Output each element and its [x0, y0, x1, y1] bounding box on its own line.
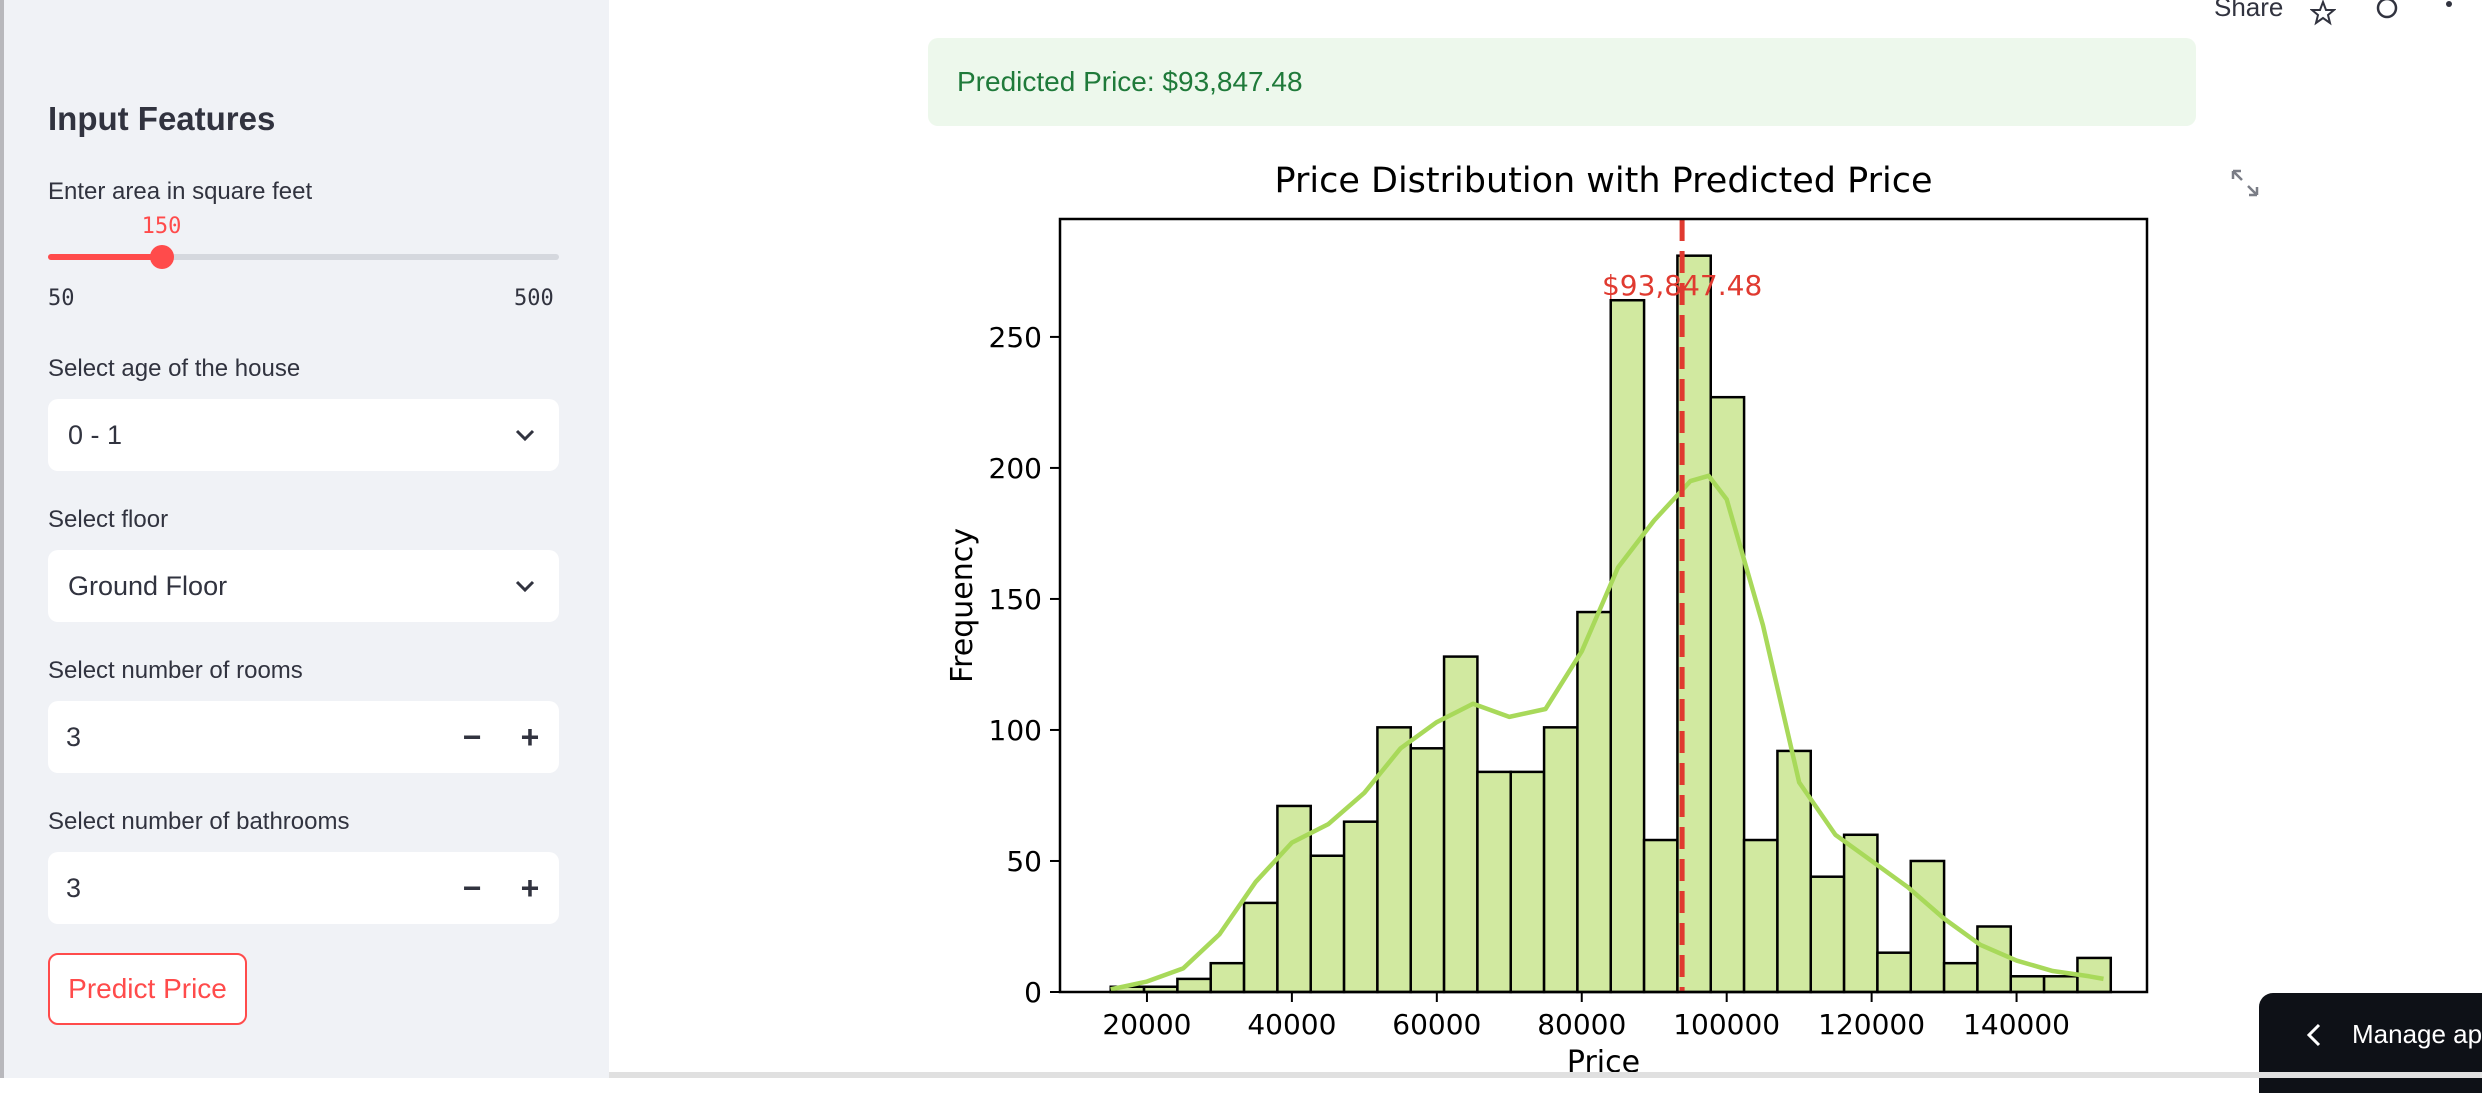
star-icon[interactable] — [2310, 0, 2336, 26]
histogram-bar — [1742, 838, 1779, 994]
histogram-bar — [1976, 925, 2013, 994]
histogram-bar — [1776, 749, 1813, 994]
histogram-bar — [1476, 770, 1512, 994]
prediction-success-alert: Predicted Price: $93,847.48 — [928, 38, 2196, 126]
area-label: Enter area in square feet — [48, 178, 313, 205]
histogram-bar — [1542, 726, 1579, 994]
manage-app-button[interactable]: Manage app — [2259, 993, 2482, 1093]
area-slider[interactable] — [48, 245, 559, 269]
histogram-bar — [1176, 977, 1212, 994]
bathrooms-increment-button[interactable]: + — [520, 869, 540, 906]
histogram-bar — [2042, 975, 2079, 994]
bottom-divider — [609, 1072, 2482, 1078]
area-slider-thumb[interactable] — [149, 245, 174, 269]
histogram-bar — [1342, 820, 1379, 994]
rooms-increment-button[interactable]: + — [520, 718, 540, 755]
y-tick-label: 150 — [989, 583, 1042, 616]
histogram-bar — [1309, 854, 1346, 994]
histogram-bar — [1576, 610, 1612, 994]
histogram-bar — [1209, 961, 1246, 994]
chart-svg: Price Distribution with Predicted Price $… — [945, 161, 2149, 1080]
histogram-bar — [2009, 975, 2046, 994]
bathrooms-input[interactable]: 3 − + — [48, 852, 559, 924]
x-tick-label: 20000 — [1102, 1008, 1191, 1041]
predicted-price-label: $93,847.48 — [1602, 269, 1762, 302]
histogram-bar — [1376, 726, 1412, 994]
x-tick-label: 100000 — [1673, 1008, 1780, 1041]
prediction-message: Predicted Price: $93,847.48 — [957, 66, 1303, 97]
predict-price-button[interactable]: Predict Price — [48, 953, 247, 1025]
manage-app-label: Manage app — [2352, 1019, 2482, 1049]
chevron-down-icon — [515, 580, 535, 593]
bathrooms-decrement-button[interactable]: − — [462, 869, 482, 906]
histogram-bar — [1942, 961, 1979, 994]
floor-label: Select floor — [48, 506, 169, 533]
histogram-bar — [1842, 833, 1879, 994]
y-tick-label: 200 — [989, 452, 1042, 485]
sidebar-title: Input Features — [48, 100, 276, 137]
y-tick-label: 100 — [989, 714, 1042, 747]
chevron-down-icon — [515, 429, 535, 442]
sidebar: Input Features Enter area in square feet… — [0, 0, 609, 1078]
plot-frame — [1058, 217, 2149, 994]
age-label: Select age of the house — [48, 355, 301, 382]
github-icon[interactable] — [2372, 0, 2402, 26]
area-slider-min: 50 — [48, 286, 75, 311]
y-tick-label: 250 — [989, 321, 1042, 354]
rooms-label: Select number of rooms — [48, 657, 303, 684]
histogram-bar — [1242, 901, 1279, 994]
histogram-bar — [1642, 838, 1679, 994]
histogram-bar — [1876, 951, 1913, 994]
y-tick-label: 50 — [1006, 845, 1042, 878]
age-select[interactable]: 0 - 1 — [48, 399, 559, 471]
floor-select-value: Ground Floor — [68, 570, 228, 601]
chevron-left-icon — [2306, 1023, 2321, 1047]
x-tick-label: 80000 — [1537, 1008, 1626, 1041]
rooms-decrement-button[interactable]: − — [462, 718, 482, 755]
share-button[interactable]: Share — [2214, 0, 2284, 22]
more-menu-icon[interactable] — [2444, 0, 2454, 26]
area-slider-max: 500 — [514, 286, 554, 311]
price-distribution-chart: Price Distribution with Predicted Price $… — [928, 140, 2228, 1080]
histogram-bar — [1909, 859, 1946, 994]
x-tick-label: 60000 — [1392, 1008, 1481, 1041]
x-tick-label: 40000 — [1247, 1008, 1336, 1041]
rooms-input[interactable]: 3 − + — [48, 701, 559, 773]
y-axis-label: Frequency — [945, 528, 980, 683]
floor-select[interactable]: Ground Floor — [48, 550, 559, 622]
histogram-bar — [1442, 655, 1479, 994]
y-tick-label: 0 — [1024, 976, 1042, 1009]
area-slider-fill — [48, 254, 162, 260]
x-tick-label: 120000 — [1818, 1008, 1925, 1041]
age-select-value: 0 - 1 — [68, 419, 123, 450]
histogram-bar — [1409, 747, 1446, 994]
histogram-bar — [1609, 298, 1646, 994]
histogram-bar — [1809, 875, 1846, 994]
bathrooms-label: Select number of bathrooms — [48, 808, 350, 835]
area-slider-value: 150 — [141, 214, 182, 239]
expand-icon[interactable] — [2230, 168, 2260, 198]
kde-curve — [1110, 473, 2104, 992]
x-tick-label: 140000 — [1963, 1008, 2070, 1041]
chart-title: Price Distribution with Predicted Price — [1274, 161, 1932, 201]
bathrooms-input-value[interactable]: 3 — [66, 872, 82, 903]
histogram-bar — [1509, 770, 1546, 994]
rooms-input-value[interactable]: 3 — [66, 721, 82, 752]
